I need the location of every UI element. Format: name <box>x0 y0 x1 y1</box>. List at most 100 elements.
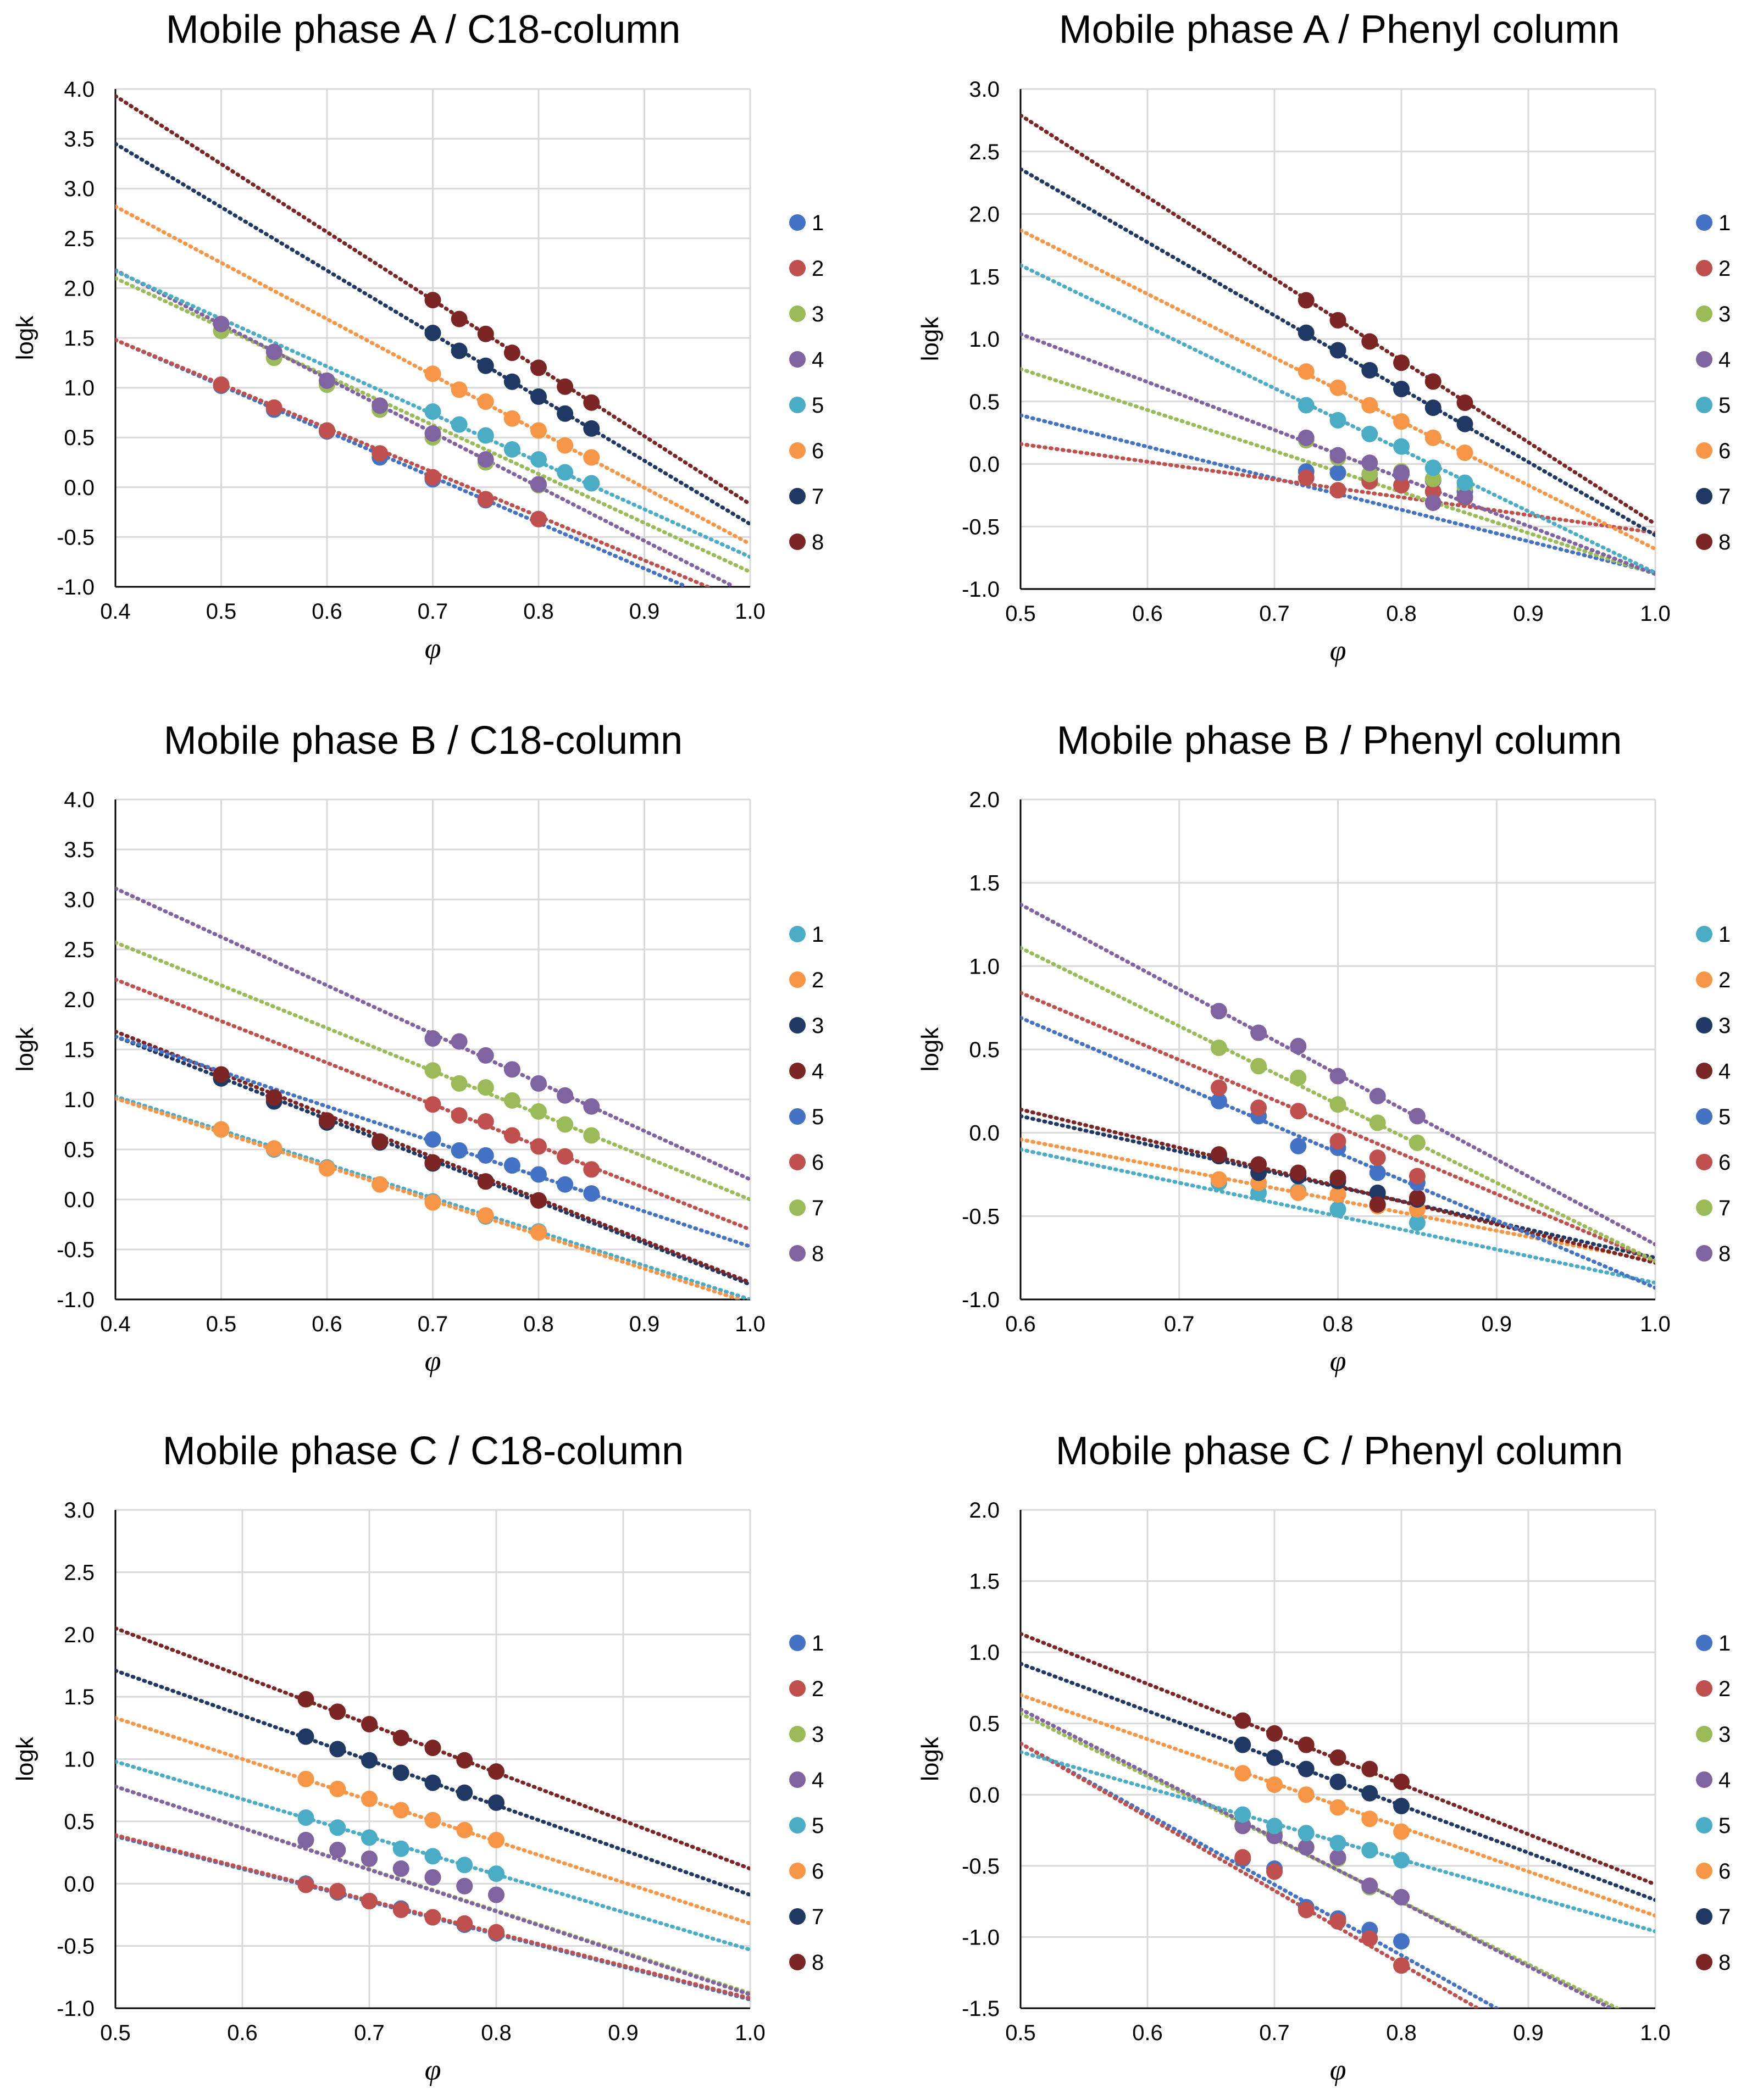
data-point-series-5 <box>1329 412 1346 429</box>
data-point-series-2 <box>424 469 441 486</box>
legend-marker-8 <box>1696 534 1712 550</box>
data-point-series-5 <box>1266 1818 1283 1835</box>
x-axis-title: φ <box>425 2053 441 2086</box>
data-point-series-4 <box>1298 1839 1315 1856</box>
legend-marker-1 <box>789 926 806 942</box>
x-tick-label: 0.5 <box>100 2021 131 2045</box>
data-point-series-6 <box>530 1138 547 1155</box>
data-point-series-6 <box>392 1802 409 1819</box>
legend-marker-3 <box>789 305 806 322</box>
data-point-series-8 <box>1210 1003 1227 1020</box>
legend-label: 2 <box>1718 968 1731 992</box>
trendline-series-7 <box>1021 167 1655 537</box>
data-point-series-4 <box>297 1831 314 1848</box>
data-point-series-8 <box>451 310 468 327</box>
y-tick-label: 4.0 <box>64 788 95 812</box>
chart-panel-6: Mobile phase C / Phenyl column 0.5 0.6 0.7 0… <box>917 1429 1731 2086</box>
data-point-series-5 <box>424 403 441 420</box>
data-point-series-5 <box>1210 1093 1227 1110</box>
data-point-series-7 <box>1369 1114 1386 1131</box>
legend-marker-7 <box>1696 1199 1712 1216</box>
data-point-series-7 <box>530 388 547 405</box>
data-point-series-7 <box>361 1752 378 1769</box>
data-point-series-4 <box>1393 1888 1410 1905</box>
data-point-series-5 <box>1393 1852 1410 1869</box>
data-point-series-5 <box>530 1166 547 1183</box>
y-tick-label: -1.0 <box>57 575 95 599</box>
legend-label: 8 <box>812 1242 824 1266</box>
data-point-series-8 <box>477 1047 494 1064</box>
y-tick-label: 2.0 <box>64 1623 95 1647</box>
data-point-series-6 <box>361 1791 378 1808</box>
legend-label: 6 <box>1718 439 1731 463</box>
data-point-series-8 <box>329 1703 346 1720</box>
data-point-series-5 <box>329 1819 346 1836</box>
data-point-series-6 <box>503 1127 520 1144</box>
legend-marker-6 <box>1696 1154 1712 1170</box>
y-tick-label: 4.0 <box>64 77 95 102</box>
data-point-series-5 <box>1393 438 1410 455</box>
legend-label: 7 <box>812 1905 824 1929</box>
data-point-series-8 <box>557 378 574 395</box>
y-tick-label: 2.5 <box>64 1560 95 1585</box>
data-point-series-8 <box>583 1098 600 1115</box>
data-point-series-4 <box>424 425 441 442</box>
x-tick-label: 0.6 <box>1132 602 1163 626</box>
legend-label: 8 <box>1718 530 1731 554</box>
data-point-series-5 <box>583 1185 600 1202</box>
x-tick-label: 0.5 <box>1005 602 1036 626</box>
data-point-series-5 <box>1234 1806 1251 1823</box>
data-point-series-8 <box>424 1030 441 1047</box>
data-point-series-2 <box>297 1876 314 1893</box>
data-point-series-7 <box>477 357 494 374</box>
y-tick-label: 0.5 <box>969 1038 1000 1062</box>
trendline-series-6 <box>1021 991 1655 1263</box>
data-point-series-8 <box>1424 373 1442 390</box>
y-tick-label: 1.0 <box>969 954 1000 979</box>
data-point-series-4 <box>477 451 494 468</box>
legend-label: 7 <box>812 485 824 509</box>
data-point-series-5 <box>456 1857 473 1874</box>
data-point-series-4 <box>319 372 335 389</box>
data-point-series-6 <box>1393 413 1410 430</box>
data-point-series-4 <box>456 1877 473 1895</box>
legend-marker-8 <box>1696 1245 1712 1262</box>
data-point-series-7 <box>1456 415 1473 432</box>
y-tick-label: -0.5 <box>57 1238 95 1262</box>
data-point-series-6 <box>1266 1776 1283 1793</box>
y-tick-label: 1.5 <box>64 1038 95 1062</box>
data-point-series-5 <box>1329 1835 1346 1852</box>
legend-marker-4 <box>1696 1063 1712 1079</box>
legend-marker-8 <box>789 1954 806 1970</box>
legend-label: 2 <box>812 1677 824 1701</box>
legend-marker-8 <box>789 1245 806 1262</box>
legend-label: 2 <box>1718 1677 1731 1701</box>
legend-marker-1 <box>789 214 806 231</box>
data-point-series-6 <box>1361 397 1378 414</box>
legend-marker-2 <box>789 260 806 276</box>
data-point-series-8 <box>1250 1024 1267 1041</box>
legend-marker-5 <box>789 397 806 413</box>
legend-marker-4 <box>789 351 806 368</box>
y-tick-label: 2.0 <box>64 276 95 301</box>
y-tick-label: 2.0 <box>969 203 1000 227</box>
y-tick-label: -0.5 <box>962 1204 1000 1229</box>
y-tick-label: -1.0 <box>57 1997 95 2021</box>
legend-label: 3 <box>1718 1723 1731 1747</box>
legend-marker-8 <box>789 534 806 550</box>
legend-label: 4 <box>812 348 824 372</box>
legend-label: 5 <box>1718 1105 1731 1129</box>
data-point-series-8 <box>1266 1725 1283 1742</box>
legend-label: 8 <box>812 530 824 554</box>
data-point-series-2 <box>1329 482 1346 499</box>
data-point-series-7 <box>424 324 441 341</box>
data-point-series-7 <box>329 1741 346 1758</box>
data-point-series-7 <box>456 1784 473 1801</box>
data-point-series-8 <box>1361 333 1378 350</box>
y-tick-label: 0.5 <box>969 390 1000 414</box>
x-tick-label: 0.6 <box>227 2021 258 2045</box>
legend-label: 8 <box>1718 1242 1731 1266</box>
data-point-series-2 <box>361 1892 378 1909</box>
data-point-series-8 <box>1298 292 1315 309</box>
data-point-series-6 <box>1298 363 1315 380</box>
